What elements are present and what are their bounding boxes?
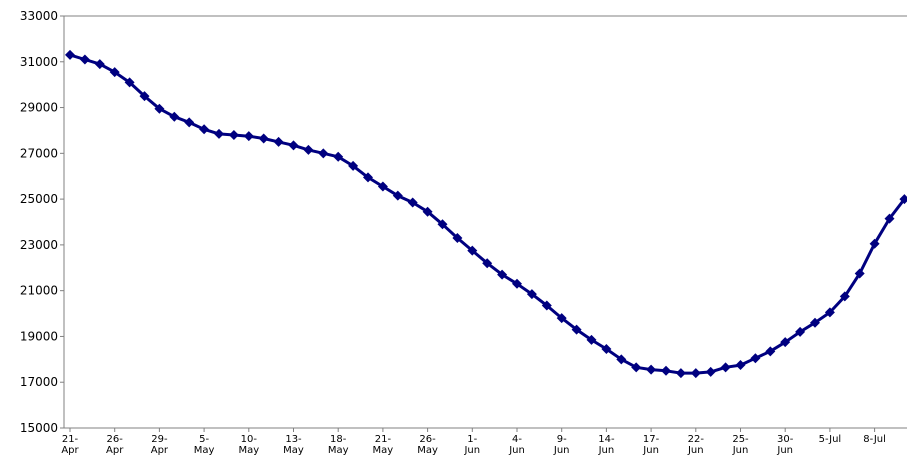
data-point-marker bbox=[273, 136, 284, 147]
data-point-marker bbox=[318, 148, 329, 159]
data-point-marker bbox=[899, 194, 907, 205]
data-point-marker bbox=[646, 364, 657, 375]
data-point-marker bbox=[79, 54, 90, 65]
x-tick-label: 18-May bbox=[328, 434, 349, 456]
data-point-marker bbox=[467, 245, 478, 256]
data-point-marker bbox=[139, 91, 150, 102]
x-tick-label: 14-Jun bbox=[598, 434, 615, 456]
data-point-marker bbox=[824, 307, 835, 318]
data-point-marker bbox=[303, 144, 314, 155]
x-tick-label: 5-Jul bbox=[819, 434, 842, 445]
data-point-marker bbox=[377, 181, 388, 192]
data-point-marker bbox=[288, 140, 299, 151]
x-tick-label: 17-Jun bbox=[642, 434, 659, 456]
x-tick-label: 4-Jun bbox=[508, 434, 525, 456]
x-tick-label: 21-Apr bbox=[61, 434, 79, 456]
data-point-marker bbox=[765, 346, 776, 357]
data-point-marker bbox=[720, 362, 731, 373]
data-point-marker bbox=[839, 291, 850, 302]
y-tick-label: 15000 bbox=[20, 421, 58, 435]
data-point-marker bbox=[109, 67, 120, 78]
y-tick-label: 27000 bbox=[20, 146, 58, 160]
data-point-marker bbox=[512, 278, 522, 289]
y-axis-ticks: 15000 17000 19000 21000 23000 25000 27000 29000… bbox=[20, 9, 64, 435]
x-tick-label: 26-May bbox=[417, 434, 438, 456]
y-tick-label: 19000 bbox=[20, 329, 58, 343]
data-point-marker bbox=[258, 133, 269, 144]
x-tick-label: 30-Jun bbox=[776, 434, 793, 456]
data-point-marker bbox=[705, 366, 716, 377]
y-tick-label: 17000 bbox=[20, 375, 58, 389]
axes bbox=[63, 15, 907, 429]
y-tick-label: 31000 bbox=[20, 55, 58, 69]
data-point-marker bbox=[884, 213, 895, 224]
data-point-marker bbox=[810, 317, 820, 328]
data-point-marker bbox=[243, 131, 254, 142]
data-point-marker bbox=[437, 219, 448, 230]
data-point-marker bbox=[601, 344, 612, 355]
data-point-marker bbox=[571, 324, 582, 335]
data-point-marker bbox=[169, 111, 180, 122]
data-point-marker bbox=[184, 117, 195, 128]
data-point-marker bbox=[854, 268, 865, 279]
x-tick-label: 22-Jun bbox=[687, 434, 704, 456]
data-point-marker bbox=[497, 269, 508, 280]
data-point-marker bbox=[363, 172, 373, 183]
y-tick-label: 25000 bbox=[20, 192, 58, 206]
data-point-marker bbox=[392, 190, 403, 201]
y-tick-label: 29000 bbox=[20, 101, 58, 115]
data-point-marker bbox=[631, 362, 642, 373]
data-point-marker bbox=[586, 334, 597, 345]
data-point-marker bbox=[661, 365, 671, 376]
x-tick-label: 5-May bbox=[194, 434, 215, 456]
data-point-marker bbox=[780, 337, 791, 348]
data-point-marker bbox=[541, 300, 552, 311]
x-tick-label: 25-Jun bbox=[732, 434, 749, 456]
data-point-marker bbox=[94, 59, 105, 70]
data-point-marker bbox=[690, 368, 701, 379]
data-point-marker bbox=[228, 130, 239, 141]
data-point-marker bbox=[675, 368, 686, 379]
data-point-marker bbox=[482, 258, 493, 269]
x-tick-label: 29-Apr bbox=[151, 434, 169, 456]
y-tick-label: 21000 bbox=[20, 284, 58, 298]
data-point-marker bbox=[869, 238, 880, 249]
y-tick-label: 33000 bbox=[20, 9, 58, 23]
series-line bbox=[69, 53, 906, 375]
data-point-marker bbox=[616, 354, 627, 365]
data-point-marker bbox=[452, 233, 463, 244]
x-tick-label: 8-Jul bbox=[863, 434, 886, 445]
y-tick-label: 23000 bbox=[20, 238, 58, 252]
data-point-marker bbox=[333, 151, 344, 162]
x-tick-label: 26-Apr bbox=[106, 434, 124, 456]
data-point-marker bbox=[154, 103, 165, 114]
x-tick-label: 9-Jun bbox=[553, 434, 570, 456]
data-point-marker bbox=[407, 197, 418, 208]
data-point-marker bbox=[348, 160, 359, 171]
data-point-marker bbox=[735, 360, 746, 371]
data-point-marker bbox=[795, 326, 806, 337]
data-point-marker bbox=[65, 49, 75, 60]
data-point-marker bbox=[422, 206, 433, 217]
series-group bbox=[65, 49, 907, 379]
data-point-marker bbox=[556, 313, 567, 324]
x-tick-label: 10-May bbox=[238, 434, 259, 456]
data-point-marker bbox=[214, 128, 224, 139]
x-tick-label: 1-Jun bbox=[463, 434, 480, 456]
data-point-marker bbox=[199, 124, 210, 135]
data-point-marker bbox=[526, 289, 537, 300]
x-tick-label: 21-May bbox=[373, 434, 394, 456]
data-point-marker bbox=[750, 353, 761, 364]
x-tick-label: 13-May bbox=[283, 434, 304, 456]
x-axis-ticks: 21-Apr 26-Apr 29-Apr 5-May 10-May 13-May 18-Ma… bbox=[61, 428, 886, 456]
data-point-marker bbox=[124, 77, 135, 88]
